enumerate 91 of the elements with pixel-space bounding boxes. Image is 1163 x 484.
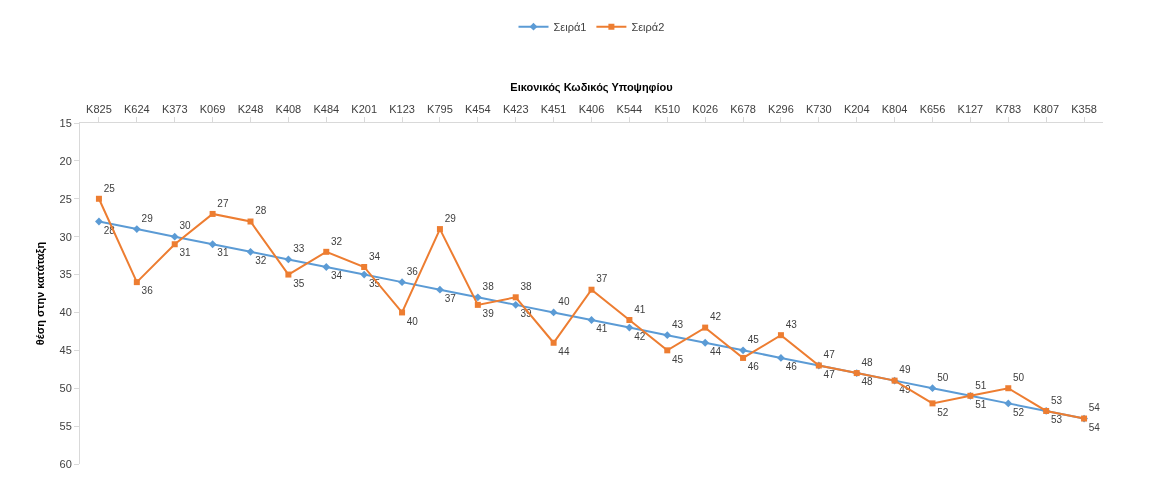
data-label: 48 [861, 356, 874, 368]
x-tick-label: K248 [237, 102, 264, 115]
x-tick-label: K408 [275, 102, 302, 115]
data-label: 54 [1088, 421, 1101, 433]
data-label: 32 [255, 255, 267, 267]
data-label: 38 [520, 281, 533, 293]
data-label: 46 [785, 361, 798, 373]
data-label: 44 [709, 346, 722, 358]
data-label: 37 [596, 273, 608, 285]
data-label: 38 [482, 281, 495, 293]
x-tick-label: K296 [768, 102, 794, 115]
data-label: 42 [634, 330, 646, 342]
data-label: 41 [634, 303, 646, 315]
y-tick-label: 15 [59, 116, 72, 129]
data-label: 52 [1013, 406, 1025, 418]
x-tick-label: K544 [616, 102, 643, 115]
data-label: 47 [823, 368, 836, 380]
x-tick-label: K201 [351, 102, 378, 115]
legend-label: Σειρά2 [631, 20, 665, 33]
y-tick-label: 30 [59, 230, 72, 243]
data-label: 52 [937, 406, 949, 418]
x-tick-label: K624 [123, 102, 150, 115]
data-label: 53 [1050, 414, 1063, 426]
data-label: 54 [1088, 402, 1101, 414]
data-label: 36 [141, 285, 154, 297]
data-label: 39 [482, 308, 495, 320]
data-label: 40 [406, 315, 419, 327]
data-label: 35 [293, 277, 305, 289]
data-label: 41 [596, 323, 608, 335]
legend-label: Σειρά1 [553, 20, 587, 33]
data-label: 31 [217, 247, 229, 259]
x-tick-label: K204 [843, 102, 870, 115]
data-label: 30 [179, 220, 192, 232]
data-label: 27 [217, 197, 229, 209]
data-label: 50 [1013, 371, 1025, 383]
x-tick-label: K730 [805, 102, 832, 115]
x-tick-label: K804 [881, 102, 908, 115]
x-tick-label: K454 [464, 102, 491, 115]
data-label: 36 [406, 265, 419, 277]
data-label: 44 [558, 346, 570, 358]
x-tick-label: K373 [161, 102, 188, 115]
x-tick-label: K026 [692, 102, 719, 115]
x-tick-label: K127 [957, 102, 984, 115]
x-tick-label: K795 [427, 102, 453, 115]
data-label: 37 [444, 292, 457, 304]
data-label: 31 [179, 247, 192, 259]
y-tick-label: 35 [59, 268, 72, 281]
y-tick-label: 20 [59, 154, 72, 167]
data-label: 25 [103, 182, 116, 194]
x-tick-label: K406 [578, 102, 605, 115]
y-tick-label: 60 [59, 457, 72, 470]
data-label: 32 [331, 235, 343, 247]
data-label: 49 [899, 364, 911, 376]
x-tick-label: K825 [86, 102, 112, 115]
data-label: 33 [293, 243, 305, 255]
x-tick-label: K451 [540, 102, 567, 115]
y-tick-label: 40 [59, 306, 72, 319]
data-label: 42 [709, 311, 722, 323]
x-tick-label: K783 [995, 102, 1022, 115]
x-tick-label: K510 [654, 102, 681, 115]
data-label: 45 [672, 353, 684, 365]
y-tick-label: 55 [59, 419, 72, 432]
x-tick-label: K678 [730, 102, 756, 115]
x-axis-title: Εικονικός Κωδικός Υποψηφίου [510, 81, 673, 95]
data-label: 46 [747, 361, 760, 373]
y-axis-title: θέση στην κατάταξη [34, 241, 48, 346]
x-tick-label: K358 [1071, 102, 1097, 115]
data-label: 43 [672, 318, 684, 330]
x-tick-label: K484 [313, 102, 340, 115]
data-label: 51 [975, 379, 987, 391]
data-label: 50 [937, 371, 949, 383]
x-tick-label: K123 [389, 102, 415, 115]
data-label: 43 [785, 318, 798, 330]
x-tick-label: K423 [502, 102, 529, 115]
y-tick-label: 25 [59, 192, 72, 205]
data-label: 53 [1050, 394, 1063, 406]
x-tick-label: K807 [1033, 102, 1060, 115]
data-label: 48 [861, 376, 874, 388]
data-label: 29 [141, 212, 154, 224]
y-tick-label: 45 [59, 344, 72, 357]
data-label: 40 [558, 296, 570, 308]
data-label: 34 [368, 250, 381, 262]
data-label: 28 [255, 205, 267, 217]
data-label: 47 [823, 349, 836, 361]
x-tick-label: K656 [919, 102, 946, 115]
data-label: 45 [747, 334, 760, 346]
data-label: 29 [444, 212, 457, 224]
x-tick-label: K069 [199, 102, 226, 115]
y-tick-label: 50 [59, 382, 72, 395]
data-label: 34 [331, 270, 343, 282]
data-label: 51 [975, 399, 987, 411]
